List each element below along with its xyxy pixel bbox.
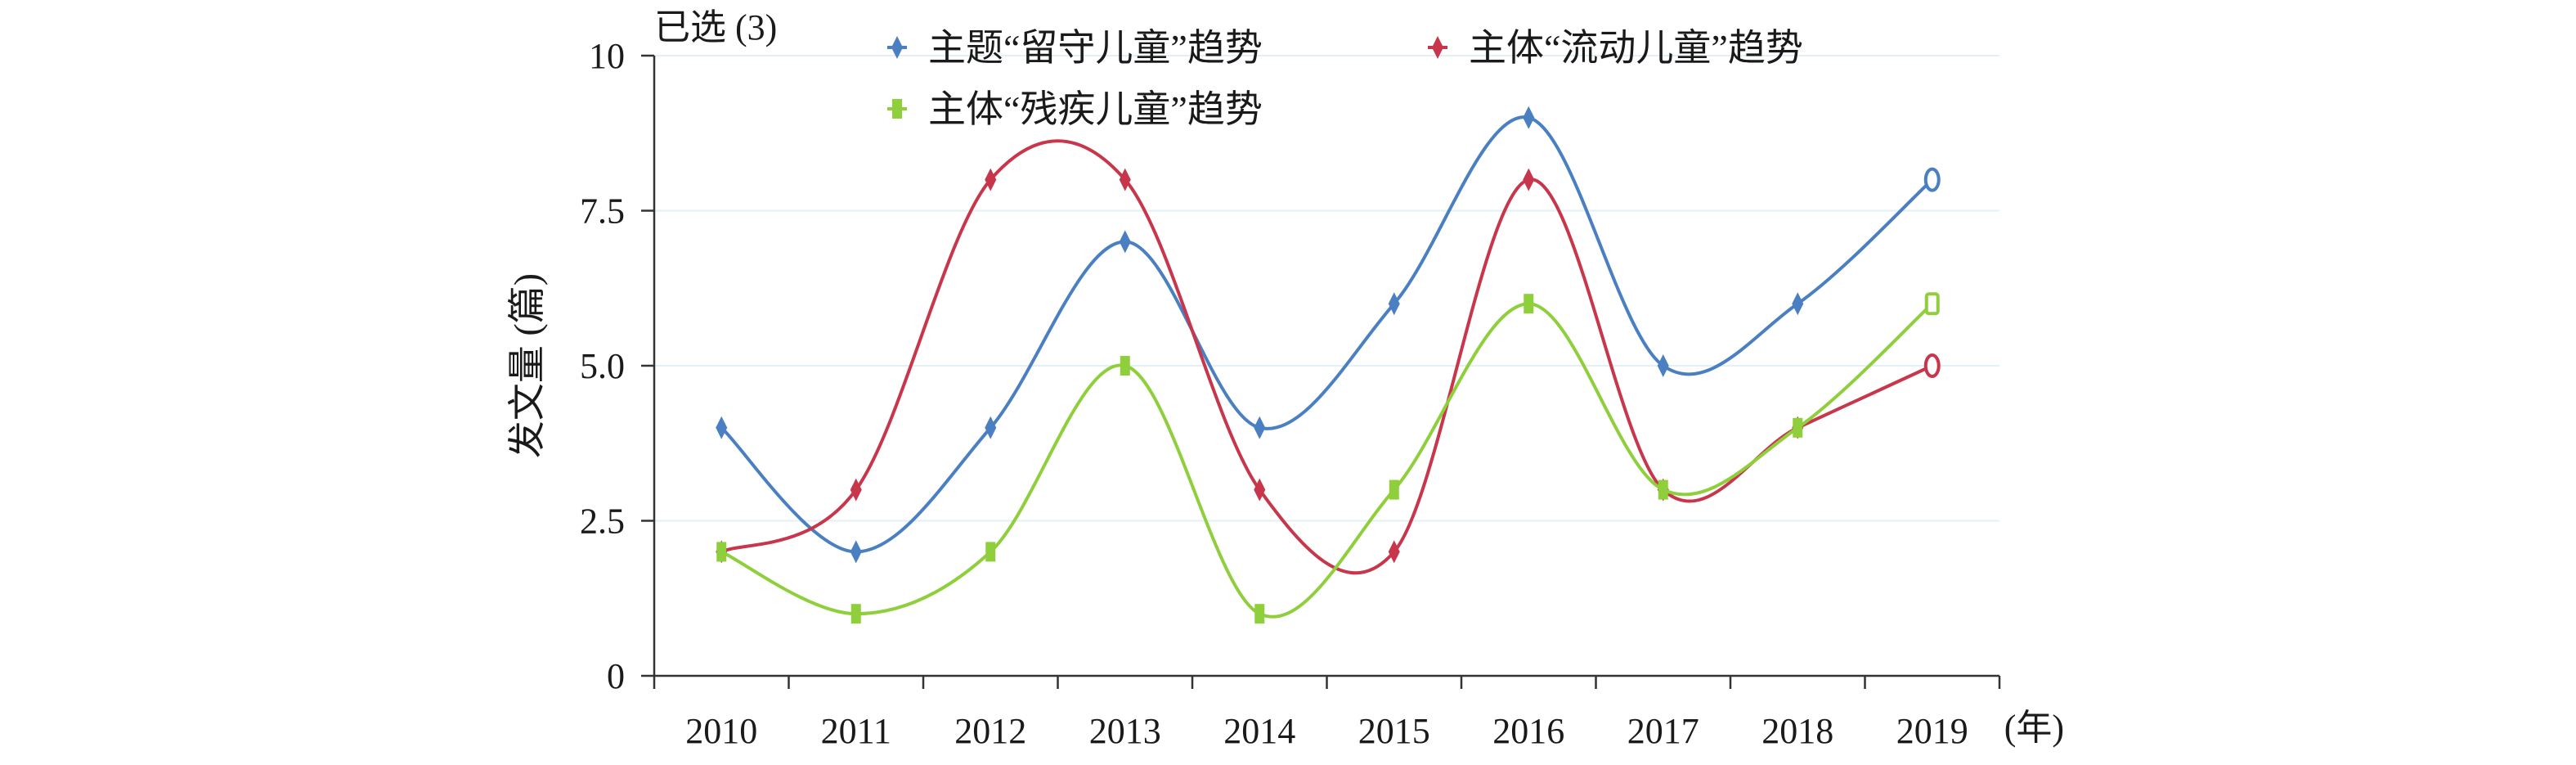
x-tick-label: 2015 — [1358, 711, 1430, 751]
data-point-marker — [850, 540, 862, 564]
x-tick-label: 2014 — [1223, 711, 1295, 751]
data-point-marker — [1792, 292, 1804, 316]
legend-item[interactable]: 主体“流动儿童”趋势 — [1428, 27, 1803, 69]
x-tick-label: 2017 — [1627, 711, 1699, 751]
data-point-marker — [1388, 540, 1400, 564]
series-line — [720, 139, 1933, 575]
y-tick-label: 10 — [589, 36, 625, 76]
data-point-marker — [1657, 354, 1669, 377]
data-point-marker — [1388, 292, 1400, 316]
x-axis-ticks: 2010 2011 2012 2013 2014 2015 2016 2017 2018 2019 — [653, 676, 2001, 751]
data-point-marker — [985, 416, 997, 439]
data-point-marker — [1254, 604, 1265, 624]
data-point-marker — [985, 542, 996, 562]
y-tick-label: 2.5 — [580, 502, 625, 542]
data-point-marker — [1254, 478, 1266, 502]
data-point-marker — [1524, 294, 1534, 314]
data-point-marker — [1119, 230, 1131, 254]
data-point-marker — [1658, 479, 1668, 500]
y-tick-label: 7.5 — [580, 191, 625, 232]
x-tick-label: 2012 — [954, 711, 1026, 751]
data-point-marker — [1389, 479, 1399, 500]
x-tick-label: 2016 — [1492, 711, 1564, 751]
data-point-marker — [1119, 168, 1131, 191]
data-point-marker — [1254, 416, 1266, 439]
legend-swatch-marker — [891, 36, 903, 59]
series-line — [720, 115, 1934, 554]
y-axis-ticks: 0 2.5 5.0 7.5 10 — [580, 36, 654, 696]
data-point-marker — [850, 478, 862, 502]
series-1 — [716, 106, 1941, 564]
x-tick-label: 2019 — [1896, 711, 1968, 751]
x-tick-label: 2011 — [821, 711, 891, 751]
x-tick-label: 2010 — [685, 711, 757, 751]
data-point-marker — [1923, 353, 1941, 378]
data-point-marker — [1523, 168, 1535, 191]
data-point-marker — [1923, 167, 1941, 192]
legend-item[interactable]: 主题“留守儿童”趋势 — [887, 27, 1263, 69]
data-point-marker — [850, 604, 861, 624]
legend-label: 主体“残疾儿童”趋势 — [928, 88, 1263, 130]
selected-count-label: 已选 (3) — [654, 7, 777, 47]
data-point-marker — [716, 542, 727, 562]
x-tick-label: 2018 — [1761, 711, 1833, 751]
grid-lines — [654, 55, 1999, 522]
x-tick-label: 2013 — [1089, 711, 1161, 751]
series-layer — [716, 106, 1941, 624]
legend-swatch-marker — [1432, 36, 1443, 59]
y-tick-label: 5.0 — [580, 346, 625, 386]
data-point-marker — [1793, 417, 1803, 438]
data-point-marker — [716, 416, 728, 439]
data-point-marker — [1523, 106, 1535, 129]
series-3 — [716, 292, 1940, 624]
x-axis-unit-label: (年) — [2004, 708, 2064, 748]
data-point-marker — [1120, 356, 1130, 376]
data-point-marker — [985, 168, 997, 191]
legend-label: 主题“留守儿童”趋势 — [928, 27, 1263, 69]
y-axis-title: 发文量 (篇) — [506, 273, 548, 458]
legend-swatch-marker — [892, 99, 902, 119]
series-line — [720, 302, 1934, 619]
legend-item[interactable]: 主体“残疾儿童”趋势 — [887, 88, 1263, 130]
y-tick-label: 0 — [607, 656, 625, 696]
data-point-marker — [1924, 292, 1940, 316]
series-2 — [716, 139, 1941, 575]
legend-label: 主体“流动儿童”趋势 — [1469, 27, 1803, 69]
